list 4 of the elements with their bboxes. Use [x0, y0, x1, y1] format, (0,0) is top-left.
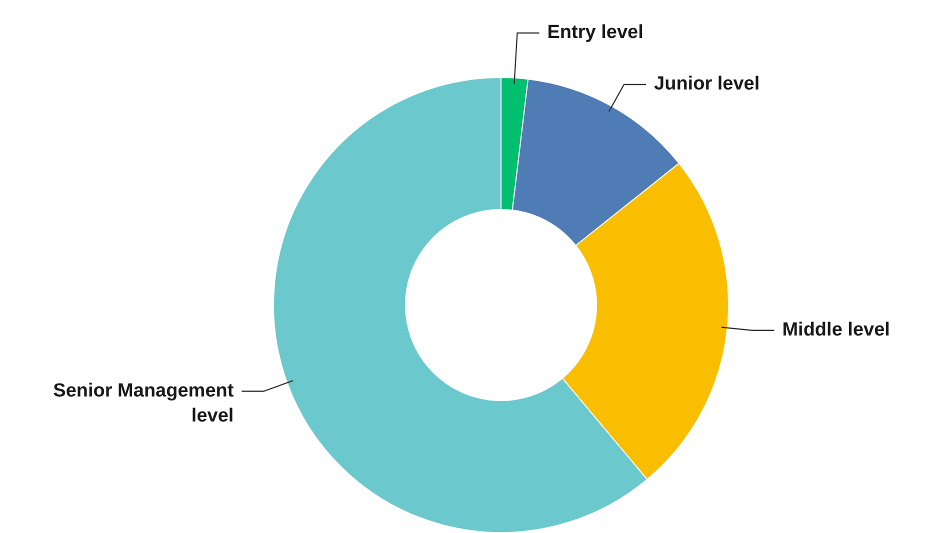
slice-label: Entry level — [547, 22, 644, 44]
slice-label: Middle level — [782, 320, 890, 341]
slice-label: Junior level — [654, 74, 760, 95]
slice-label: Senior Management level — [53, 380, 234, 427]
